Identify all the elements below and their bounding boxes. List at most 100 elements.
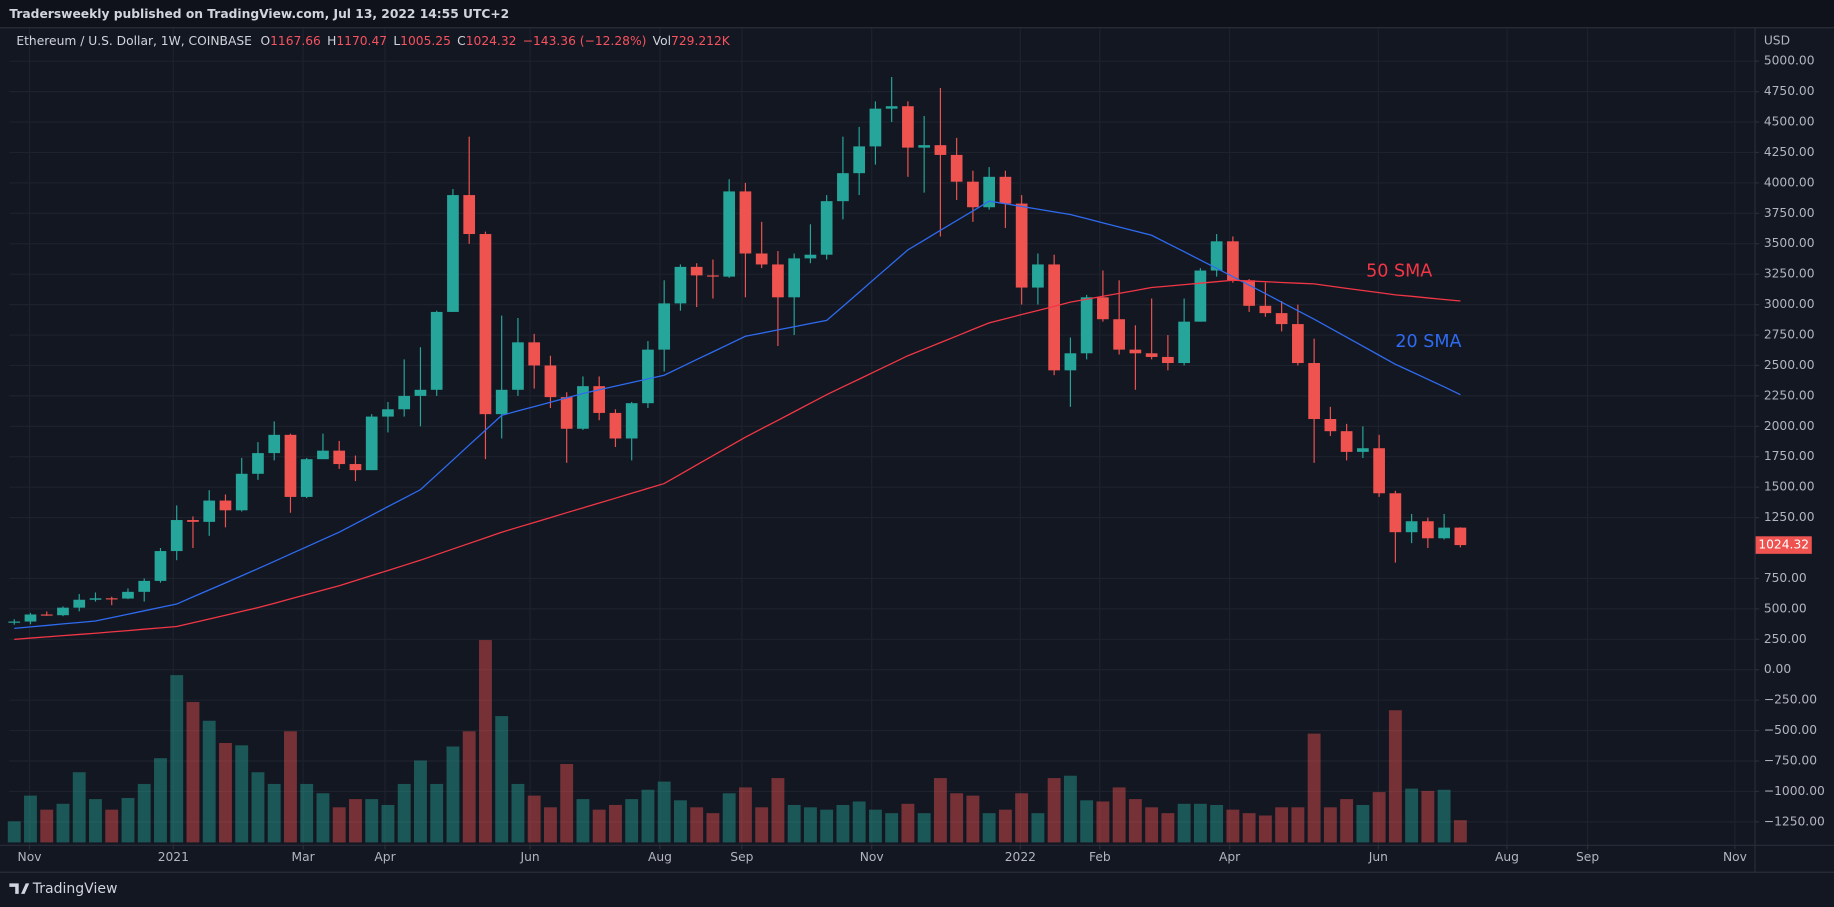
volume-bar <box>1372 792 1386 843</box>
volume-bar <box>365 799 379 843</box>
candle-layer <box>8 77 1467 625</box>
volume-bar <box>690 807 704 843</box>
volume-bar <box>1145 807 1159 843</box>
y-tick-label: 4500.00 <box>1764 115 1815 129</box>
volume-bar <box>1047 778 1061 843</box>
ohlc-value: 1167.66 <box>270 34 321 48</box>
candle-body <box>203 500 216 522</box>
candle-body <box>950 154 963 182</box>
x-tick-label: Feb <box>1089 850 1111 864</box>
ohlc-prefix: L <box>393 34 400 48</box>
volume-bar <box>511 783 525 843</box>
volume-bar <box>722 793 736 843</box>
volume-bar <box>40 809 54 843</box>
volume-value: 729.212K <box>671 34 731 48</box>
candle-body <box>24 614 37 622</box>
candle-body <box>642 349 654 404</box>
volume-bar <box>820 809 834 843</box>
volume-bar <box>1258 815 1272 843</box>
y-tick-label: −1000.00 <box>1764 784 1825 798</box>
volume-bar <box>1356 804 1370 843</box>
y-tick-label: 1250.00 <box>1764 510 1815 524</box>
candle-body <box>723 191 736 277</box>
candle-body <box>658 303 671 350</box>
sma-layer: 50 SMA 20 SMA <box>14 200 1462 640</box>
candle-body <box>1015 203 1028 288</box>
y-tick-label: −1250.00 <box>1764 814 1825 828</box>
volume-bar <box>771 778 785 843</box>
volume-bar <box>1421 790 1435 843</box>
candle-body <box>1259 305 1272 314</box>
x-tick-label: Jun <box>1368 850 1388 864</box>
candle-body <box>528 342 541 366</box>
volume-bar <box>24 795 37 843</box>
candle-body <box>690 266 703 276</box>
candle-body <box>1454 527 1467 546</box>
volume-bar <box>950 793 964 843</box>
volume-bar <box>154 758 167 843</box>
x-tick-label: Nov <box>860 850 884 864</box>
x-tick-label: Apr <box>1219 850 1241 864</box>
candle-body <box>1032 264 1044 288</box>
volume-bar <box>1388 710 1402 843</box>
y-tick-label: 2250.00 <box>1764 388 1815 402</box>
candle-body <box>755 253 768 265</box>
volume-bar <box>1080 800 1094 843</box>
volume-bar <box>495 716 509 843</box>
volume-bar <box>332 807 346 843</box>
candle-body <box>1048 264 1060 371</box>
grid <box>9 28 1755 845</box>
volume-bar <box>1340 799 1354 843</box>
volume-bar <box>1453 820 1467 843</box>
candle-body <box>1145 353 1158 357</box>
candle-body <box>1405 521 1418 533</box>
y-tick-label: 2750.00 <box>1764 328 1815 342</box>
candle-body <box>577 386 589 429</box>
volume-bar <box>137 783 151 843</box>
volume-bar <box>397 783 411 843</box>
candle-body <box>983 176 996 208</box>
volume-bar <box>381 804 395 843</box>
candle-body <box>934 145 947 155</box>
volume-bar <box>1437 789 1451 843</box>
volume-bar <box>56 803 70 843</box>
y-tick-label: 250.00 <box>1764 632 1807 646</box>
volume-bar <box>982 813 996 843</box>
x-tick-label: Nov <box>18 850 42 864</box>
volume-bar <box>1112 787 1126 843</box>
volume-bar <box>803 807 817 843</box>
y-tick-label: 2500.00 <box>1764 358 1815 372</box>
x-tick-label: Nov <box>1723 850 1747 864</box>
volume-bar <box>836 804 850 843</box>
volume-bar <box>300 783 314 843</box>
brand-logo: TradingView <box>9 881 117 897</box>
y-tick-label: 1750.00 <box>1764 449 1815 463</box>
candle-body <box>674 266 687 304</box>
candle-body <box>447 195 459 312</box>
volume-bar <box>446 746 460 843</box>
top-bar <box>0 0 1834 28</box>
y-tick-label: 3250.00 <box>1764 267 1815 281</box>
candle-body <box>1210 241 1223 271</box>
volume-bar <box>105 809 119 843</box>
candle-body <box>820 201 833 255</box>
sma-annotation: 50 SMA <box>1366 262 1432 282</box>
volume-bar <box>284 731 297 843</box>
candle-body <box>40 614 53 616</box>
candle-body <box>333 450 346 465</box>
x-tick-label: Jun <box>520 850 540 864</box>
ohlc-value: 1170.47 <box>336 34 387 48</box>
candle-body <box>1422 521 1434 539</box>
volume-bar <box>121 797 135 843</box>
currency: USD <box>1764 34 1790 48</box>
candle-body <box>869 108 882 147</box>
candle-body <box>1292 324 1304 364</box>
volume-bar <box>560 764 574 843</box>
volume-bar <box>170 675 184 843</box>
sma-annotation: 20 SMA <box>1395 332 1461 352</box>
volume-bar <box>1291 807 1305 843</box>
volume-bar <box>186 702 200 843</box>
